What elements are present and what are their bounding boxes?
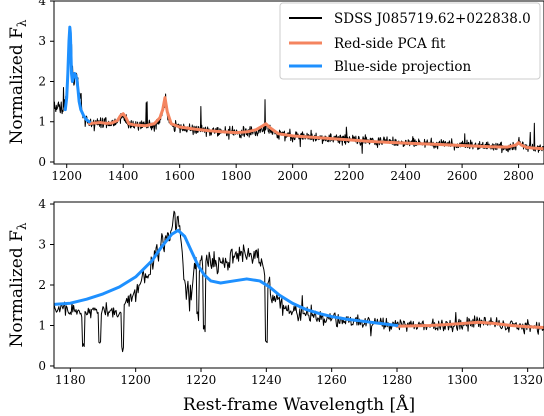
top-x-tick-label: 2800 <box>503 169 534 183</box>
bottom-x-tick-label: 1180 <box>55 373 86 387</box>
top-x-tick-label: 2000 <box>277 169 308 183</box>
legend-label-spectrum: SDSS J085719.62+022838.0 <box>334 11 531 27</box>
top-x-tick-label: 1800 <box>221 169 252 183</box>
bottom-y-tick-label: 0 <box>38 359 46 373</box>
bottom-series-red-side-pca-fit <box>395 320 544 330</box>
top-series-blue-side-projection <box>63 25 91 124</box>
x-axis-label: Rest-frame Wavelength [Å] <box>183 394 415 415</box>
top-panel: 1200 1400 1600 1800 2000 2200 2400 2600 2800 012… <box>7 0 544 183</box>
top-x-tick-label: 2600 <box>447 169 478 183</box>
top-series-group <box>54 25 544 154</box>
bottom-series-sdss-j085719-62-022838-0 <box>54 210 544 353</box>
top-x-tick-label: 1600 <box>164 169 195 183</box>
top-x-tick-label: 1400 <box>108 169 139 183</box>
top-y-tick-label: 4 <box>38 0 46 8</box>
top-y-ticks: 0 1 2 3 4 <box>38 0 54 169</box>
legend-label-blue-projection: Blue-side projection <box>334 59 471 75</box>
bottom-y-axis-label-sub: λ <box>15 222 29 230</box>
bottom-x-tick-label: 1300 <box>447 373 478 387</box>
bottom-x-tick-label: 1240 <box>251 373 282 387</box>
top-y-tick-label: 1 <box>38 115 46 129</box>
bottom-y-ticks: 0 1 2 3 4 <box>38 197 54 373</box>
bottom-series-blue-side-projection <box>54 228 399 327</box>
top-x-tick-label: 2200 <box>334 169 365 183</box>
top-x-tick-label: 1200 <box>51 169 82 183</box>
bottom-x-tick-label: 1220 <box>186 373 217 387</box>
top-y-axis-label-main: Normalized F <box>7 27 27 145</box>
bottom-y-tick-label: 4 <box>38 197 46 211</box>
bottom-x-tick-label: 1280 <box>382 373 413 387</box>
bottom-panel: 1180 1200 1220 1240 1260 1280 1300 1320 0 1 2 3 4 N… <box>7 197 544 415</box>
bottom-x-tick-label: 1200 <box>120 373 151 387</box>
top-x-tick-label: 2400 <box>390 169 421 183</box>
top-series-sdss-j085719-62-022838-0 <box>54 27 544 154</box>
bottom-series-group <box>54 210 544 353</box>
top-y-tick-label: 3 <box>38 34 46 48</box>
bottom-x-ticks: 1180 1200 1220 1240 1260 1280 1300 1320 <box>55 368 543 387</box>
legend-box <box>279 2 541 80</box>
bottom-y-tick-label: 1 <box>38 318 46 332</box>
bottom-y-axis-label-main: Normalized F <box>7 230 27 348</box>
bottom-y-axis-label: Normalized Fλ <box>7 222 29 347</box>
bottom-x-tick-label: 1320 <box>512 373 543 387</box>
bottom-y-tick-label: 2 <box>38 278 46 292</box>
bottom-plot-frame <box>53 201 544 369</box>
top-y-axis-label-sub: λ <box>15 19 29 27</box>
top-plot-frame <box>53 0 544 165</box>
top-y-tick-label: 2 <box>38 74 46 88</box>
top-series-red-side-pca-fit <box>87 96 544 151</box>
top-y-tick-label: 0 <box>38 155 46 169</box>
bottom-x-tick-label: 1260 <box>316 373 347 387</box>
legend-label-red-fit: Red-side PCA fit <box>334 36 446 52</box>
top-y-axis-label: Normalized Fλ <box>7 19 29 144</box>
bottom-y-tick-label: 3 <box>38 238 46 252</box>
legend: SDSS J085719.62+022838.0 Red-side PCA fi… <box>279 2 541 80</box>
top-x-ticks: 1200 1400 1600 1800 2000 2200 2400 2600 2800 <box>51 164 534 183</box>
